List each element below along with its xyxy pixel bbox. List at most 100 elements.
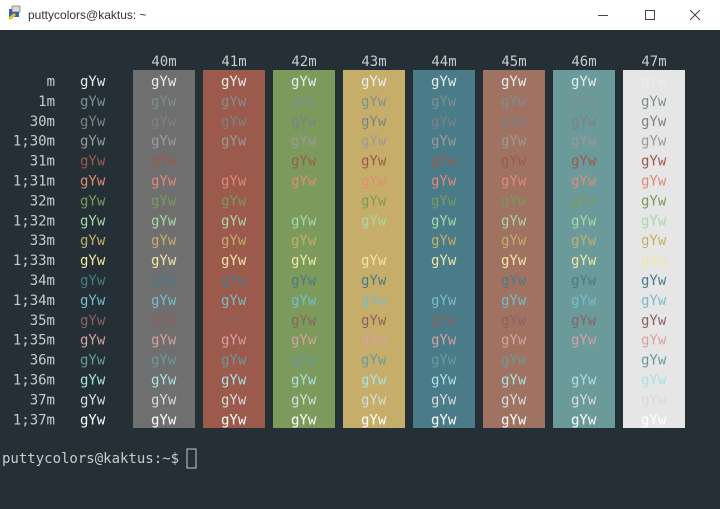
sample-cell: gYw (291, 353, 317, 369)
row-label: 1;37m (13, 412, 55, 428)
sample-cell: gYw (641, 273, 667, 289)
sample-cell: gYw (501, 273, 527, 289)
sample-cell: gYw (151, 353, 177, 369)
sample-cell: gYw (361, 333, 387, 349)
sample-cell: gYw (151, 174, 177, 190)
sample-cell: gYw (151, 293, 177, 309)
sample-cell: gYw (151, 412, 177, 428)
color-column (413, 70, 475, 428)
sample-cell: gYw (221, 313, 247, 329)
sample-cell: gYw (361, 273, 387, 289)
sample-cell: gYw (80, 412, 106, 428)
sample-cell: gYw (501, 373, 527, 389)
sample-cell: gYw (361, 293, 387, 309)
sample-cell: gYw (431, 154, 457, 170)
sample-cell: gYw (641, 253, 667, 269)
sample-cell: gYw (221, 174, 247, 190)
sample-cell: gYw (361, 412, 387, 428)
sample-cell: gYw (291, 74, 317, 90)
sample-cell: gYw (151, 392, 177, 408)
sample-cell: gYw (501, 392, 527, 408)
close-button[interactable] (689, 9, 701, 21)
column-header: 45m (501, 54, 526, 70)
row-label: 32m (30, 193, 55, 209)
sample-cell: gYw (221, 114, 247, 130)
sample-cell: gYw (431, 392, 457, 408)
window-title: puttycolors@kaktus: ~ (28, 8, 147, 22)
sample-cell: gYw (291, 193, 317, 209)
sample-cell: gYw (641, 134, 667, 150)
column-header: 47m (641, 54, 666, 70)
sample-cell: gYw (431, 114, 457, 130)
sample-cell: gYw (151, 134, 177, 150)
sample-cell: gYw (80, 74, 106, 90)
sample-cell: gYw (501, 94, 527, 110)
sample-cell: gYw (571, 94, 597, 110)
sample-cell: gYw (641, 233, 667, 249)
maximize-button[interactable] (645, 10, 655, 20)
sample-cell: gYw (291, 154, 317, 170)
sample-cell: gYw (641, 174, 667, 190)
sample-cell: gYw (151, 213, 177, 229)
sample-cell: gYw (151, 94, 177, 110)
sample-cell: gYw (501, 313, 527, 329)
sample-cell: gYw (80, 154, 106, 170)
sample-cell: gYw (641, 213, 667, 229)
sample-cell: gYw (291, 94, 317, 110)
column-header: 42m (291, 54, 316, 70)
sample-cell: gYw (641, 94, 667, 110)
sample-cell: gYw (221, 154, 247, 170)
sample-cell: gYw (221, 373, 247, 389)
sample-cell: gYw (80, 333, 106, 349)
sample-cell: gYw (571, 412, 597, 428)
sample-cell: gYw (641, 373, 667, 389)
row-label: 1;33m (13, 253, 55, 269)
sample-cell: gYw (501, 412, 527, 428)
sample-cell: gYw (571, 253, 597, 269)
row-label: 31m (30, 154, 55, 170)
sample-cell: gYw (641, 392, 667, 408)
sample-cell: gYw (361, 233, 387, 249)
sample-cell: gYw (221, 213, 247, 229)
sample-cell: gYw (80, 273, 106, 289)
sample-cell: gYw (431, 134, 457, 150)
sample-cell: gYw (641, 293, 667, 309)
sample-cell: gYw (151, 193, 177, 209)
sample-cell: gYw (80, 134, 106, 150)
sample-cell: gYw (641, 353, 667, 369)
column-header: 40m (151, 54, 176, 70)
sample-cell: gYw (641, 114, 667, 130)
sample-cell: gYw (80, 313, 106, 329)
sample-cell: gYw (501, 74, 527, 90)
sample-cell: gYw (221, 392, 247, 408)
sample-cell: gYw (151, 333, 177, 349)
sample-cell: gYw (361, 213, 387, 229)
row-label: 35m (30, 313, 55, 329)
sample-cell: gYw (571, 193, 597, 209)
sample-cell: gYw (571, 392, 597, 408)
sample-cell: gYw (151, 233, 177, 249)
sample-cell: gYw (361, 253, 387, 269)
sample-cell: gYw (501, 213, 527, 229)
sample-cell: gYw (221, 74, 247, 90)
row-label: 30m (30, 114, 55, 130)
color-column (133, 70, 195, 428)
sample-cell: gYw (641, 193, 667, 209)
sample-cell: gYw (431, 74, 457, 90)
sample-cell: gYw (291, 273, 317, 289)
sample-cell: gYw (221, 134, 247, 150)
sample-cell: gYw (291, 233, 317, 249)
column-header: 44m (431, 54, 456, 70)
sample-cell: gYw (431, 174, 457, 190)
sample-cell: gYw (80, 253, 106, 269)
sample-cell: gYw (291, 313, 317, 329)
sample-cell: gYw (501, 293, 527, 309)
sample-cell: gYw (501, 174, 527, 190)
sample-cell: gYw (151, 114, 177, 130)
sample-cell: gYw (571, 373, 597, 389)
app-icon (8, 5, 21, 20)
sample-cell: gYw (571, 313, 597, 329)
sample-cell: gYw (221, 412, 247, 428)
sample-cell: gYw (361, 74, 387, 90)
